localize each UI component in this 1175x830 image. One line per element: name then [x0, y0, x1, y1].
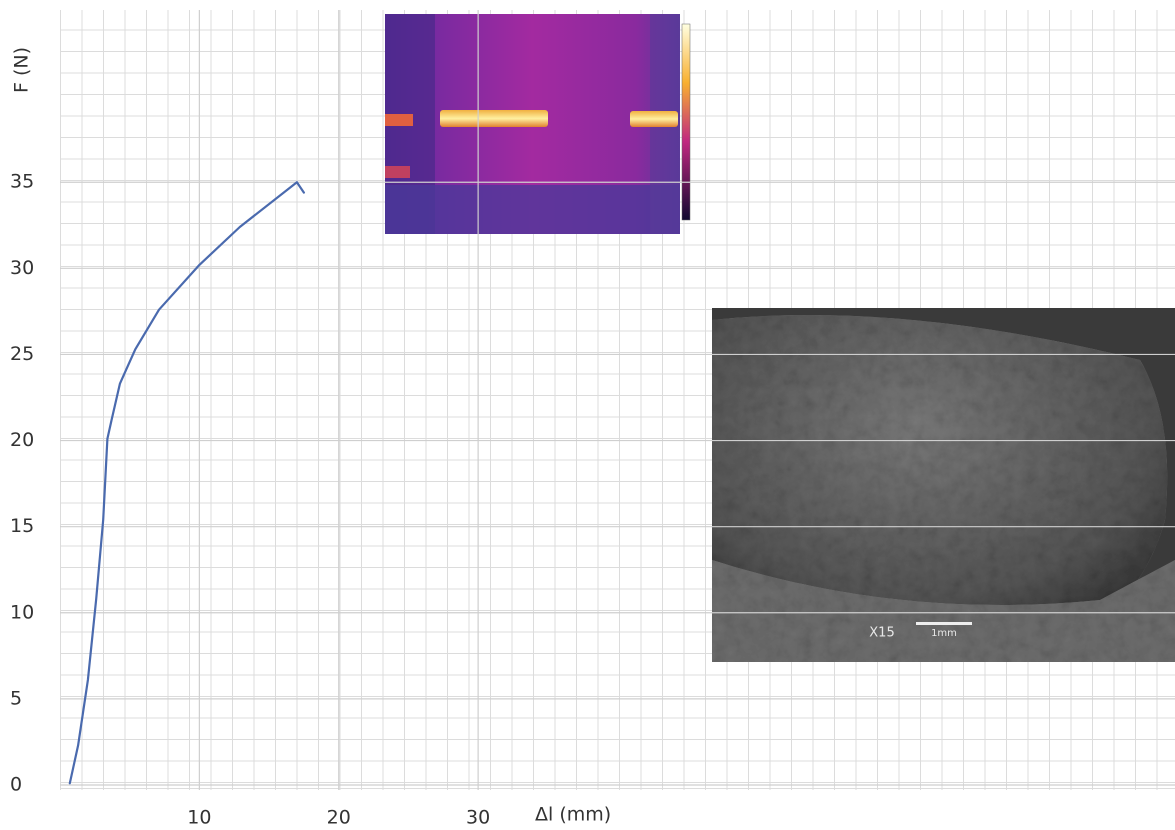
sem-image: [712, 308, 1175, 662]
y-tick-label: 15: [10, 515, 34, 537]
y-tick-label: 35: [10, 171, 34, 193]
y-tick-label: 30: [10, 257, 34, 279]
y-axis-label: F (N): [11, 47, 33, 93]
y-tick-label: 10: [10, 601, 34, 623]
y-tick-label: 25: [10, 343, 34, 365]
y-tick-label: 20: [10, 429, 34, 451]
x-tick-label: 20: [327, 807, 351, 829]
data-line: [68, 181, 305, 785]
y-tick-label: 0: [10, 774, 22, 796]
y-tick-label: 5: [10, 687, 22, 709]
image-annotation: 1mm: [931, 628, 957, 639]
x-axis-label: Δl (mm): [535, 804, 611, 826]
thermal-image: [385, 14, 691, 234]
image-annotation: X15: [869, 626, 894, 641]
x-tick-label: 30: [466, 807, 490, 829]
x-tick-label: 10: [187, 807, 211, 829]
